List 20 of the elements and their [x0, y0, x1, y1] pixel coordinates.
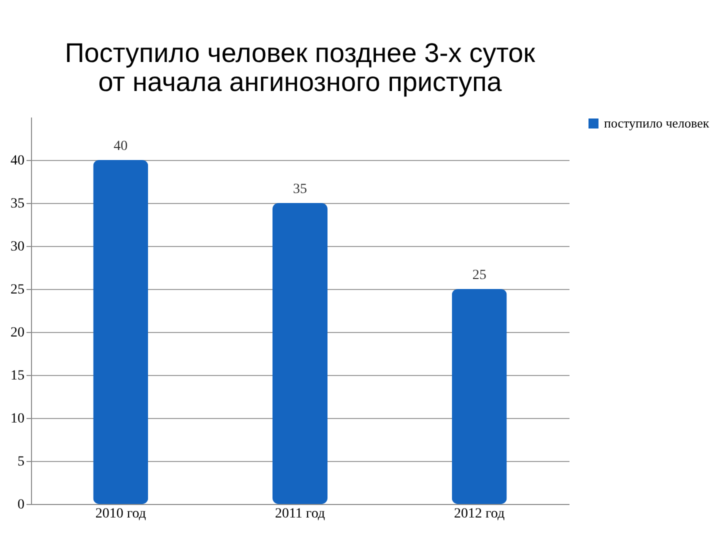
- bar: [93, 160, 148, 504]
- x-tick-label: 2010 год: [95, 506, 146, 522]
- y-tick-label: 0: [18, 498, 24, 512]
- x-tick-label: 2011 год: [274, 506, 326, 522]
- y-tick-label: 10: [10, 412, 24, 426]
- legend-label: поступило человек: [604, 116, 710, 130]
- y-tick-label: 20: [10, 326, 24, 340]
- data-label: 25: [472, 268, 486, 283]
- y-tick-label: 25: [10, 282, 24, 298]
- y-tick-label: 5: [18, 454, 24, 470]
- x-tick-label: 2012 год: [454, 506, 505, 522]
- data-label: 40: [114, 139, 128, 154]
- y-tick-label: 35: [10, 196, 24, 212]
- bar: [452, 289, 507, 504]
- y-tick-label: 15: [10, 368, 24, 384]
- y-tick-label: 40: [10, 154, 24, 168]
- data-label: 35: [293, 182, 307, 197]
- bar: [272, 203, 328, 504]
- chart-title: Поступило человек позднее 3-х суток от начала ангинозного приступа: [64, 38, 536, 97]
- y-tick-label: 30: [10, 240, 24, 254]
